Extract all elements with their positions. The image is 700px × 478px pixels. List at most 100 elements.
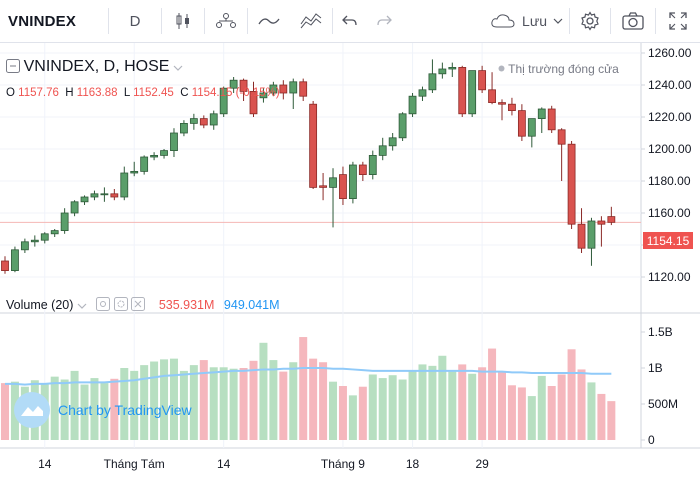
candle-body xyxy=(70,201,79,214)
candle-body xyxy=(488,89,496,104)
candle-body xyxy=(577,223,586,249)
candle xyxy=(50,229,59,237)
volume-bar xyxy=(418,364,427,440)
undo-icon[interactable] xyxy=(333,0,367,42)
candle xyxy=(209,110,218,130)
candle-body xyxy=(448,67,457,70)
redo-icon[interactable] xyxy=(367,0,401,42)
candle-body xyxy=(229,79,238,89)
volume-bar xyxy=(299,337,308,440)
candle-body xyxy=(458,67,467,115)
time-axis: 14 Tháng Tám 14 Tháng 9 18 29 xyxy=(38,457,489,471)
candle-body xyxy=(110,193,119,198)
price-chart[interactable]: 1120.001140.001160.001180.001200.001220.… xyxy=(0,43,700,478)
tradingview-attribution[interactable]: Chart by TradingView xyxy=(14,392,192,428)
candle-body xyxy=(358,164,367,175)
candle-body xyxy=(557,129,566,145)
volume-bar xyxy=(388,375,397,440)
candle-body xyxy=(478,70,487,91)
candle xyxy=(587,217,596,266)
candle xyxy=(11,246,19,273)
series-title[interactable]: VNINDEX, D, HOSE xyxy=(23,58,170,75)
time-tick-label: 18 xyxy=(406,457,420,471)
candle-body xyxy=(170,132,178,152)
time-tick-label: Tháng Tám xyxy=(104,457,165,471)
candle xyxy=(130,161,139,177)
candle xyxy=(30,235,39,247)
candle-body xyxy=(289,81,298,94)
candle xyxy=(150,152,159,161)
candle xyxy=(468,70,477,117)
fullscreen-icon[interactable] xyxy=(656,0,700,42)
volume-bar xyxy=(408,370,417,440)
market-status-text: Thị trường đóng cửa xyxy=(508,62,619,76)
candle-body xyxy=(368,154,377,175)
time-tick-label: 14 xyxy=(38,457,52,471)
candle xyxy=(100,187,109,202)
candle xyxy=(160,149,168,159)
volume-bar xyxy=(358,386,367,440)
candle xyxy=(428,59,437,93)
chevron-down-icon[interactable] xyxy=(173,65,183,71)
volume-bar xyxy=(239,368,248,440)
candle-body xyxy=(259,92,268,99)
volume-bar xyxy=(279,371,288,440)
cloud-icon xyxy=(491,14,515,28)
low-value: 1152.45 xyxy=(133,87,174,99)
candle-body xyxy=(140,156,149,172)
candles-icon[interactable] xyxy=(162,0,204,42)
candle-body xyxy=(90,193,99,198)
volume-bar xyxy=(587,382,596,440)
volume-bar xyxy=(120,368,129,440)
toolbar-divider xyxy=(610,8,611,34)
interval-button[interactable]: D xyxy=(129,12,141,30)
collapse-icon[interactable] xyxy=(6,59,20,73)
volume-bar xyxy=(557,374,566,440)
candle-body xyxy=(50,230,59,235)
volume-bar xyxy=(398,379,407,440)
gear-icon[interactable] xyxy=(113,297,128,311)
volume-bar xyxy=(428,365,437,440)
candle-body xyxy=(30,239,39,243)
candle xyxy=(140,155,149,175)
volume-bar xyxy=(1,383,9,440)
candle-body xyxy=(180,123,188,134)
close-icon[interactable] xyxy=(131,297,146,311)
candle xyxy=(329,168,337,228)
volume-bar xyxy=(160,359,169,440)
volume-bar xyxy=(80,384,89,440)
candle xyxy=(358,161,367,181)
save-button[interactable]: Lưu xyxy=(484,0,569,42)
candle-body xyxy=(547,108,556,131)
volume-bar xyxy=(319,362,328,440)
candle-body xyxy=(508,103,516,111)
chevron-down-icon[interactable] xyxy=(77,303,87,309)
candle-body xyxy=(597,220,606,225)
volume-bar xyxy=(537,375,546,440)
volume-bar xyxy=(150,361,159,440)
candle xyxy=(577,208,586,253)
toolbar-divider xyxy=(332,8,333,34)
candle-body xyxy=(517,110,526,137)
volume-bar xyxy=(378,378,387,440)
compare-icon[interactable] xyxy=(248,0,290,42)
settings-icon[interactable] xyxy=(570,0,610,42)
templates-icon[interactable] xyxy=(290,0,332,42)
volume-title[interactable]: Volume (20) xyxy=(6,298,74,312)
eye-icon[interactable] xyxy=(96,297,111,311)
volume-bar xyxy=(140,365,149,440)
symbol-search-button[interactable]: VNINDEX xyxy=(8,12,77,30)
price-tick-label: 1240.00 xyxy=(648,78,692,92)
candle xyxy=(438,62,447,79)
volume-bar xyxy=(607,401,616,440)
candle-body xyxy=(418,89,427,97)
candle-body xyxy=(329,177,337,188)
camera-icon[interactable] xyxy=(611,0,655,42)
volume-ma-line xyxy=(5,367,612,386)
candle-body xyxy=(60,212,69,232)
candle-body xyxy=(80,196,89,203)
volume-bar xyxy=(329,381,338,440)
indicators-icon[interactable] xyxy=(205,0,247,42)
candle-body xyxy=(607,216,616,223)
status-dot-icon xyxy=(498,65,505,72)
